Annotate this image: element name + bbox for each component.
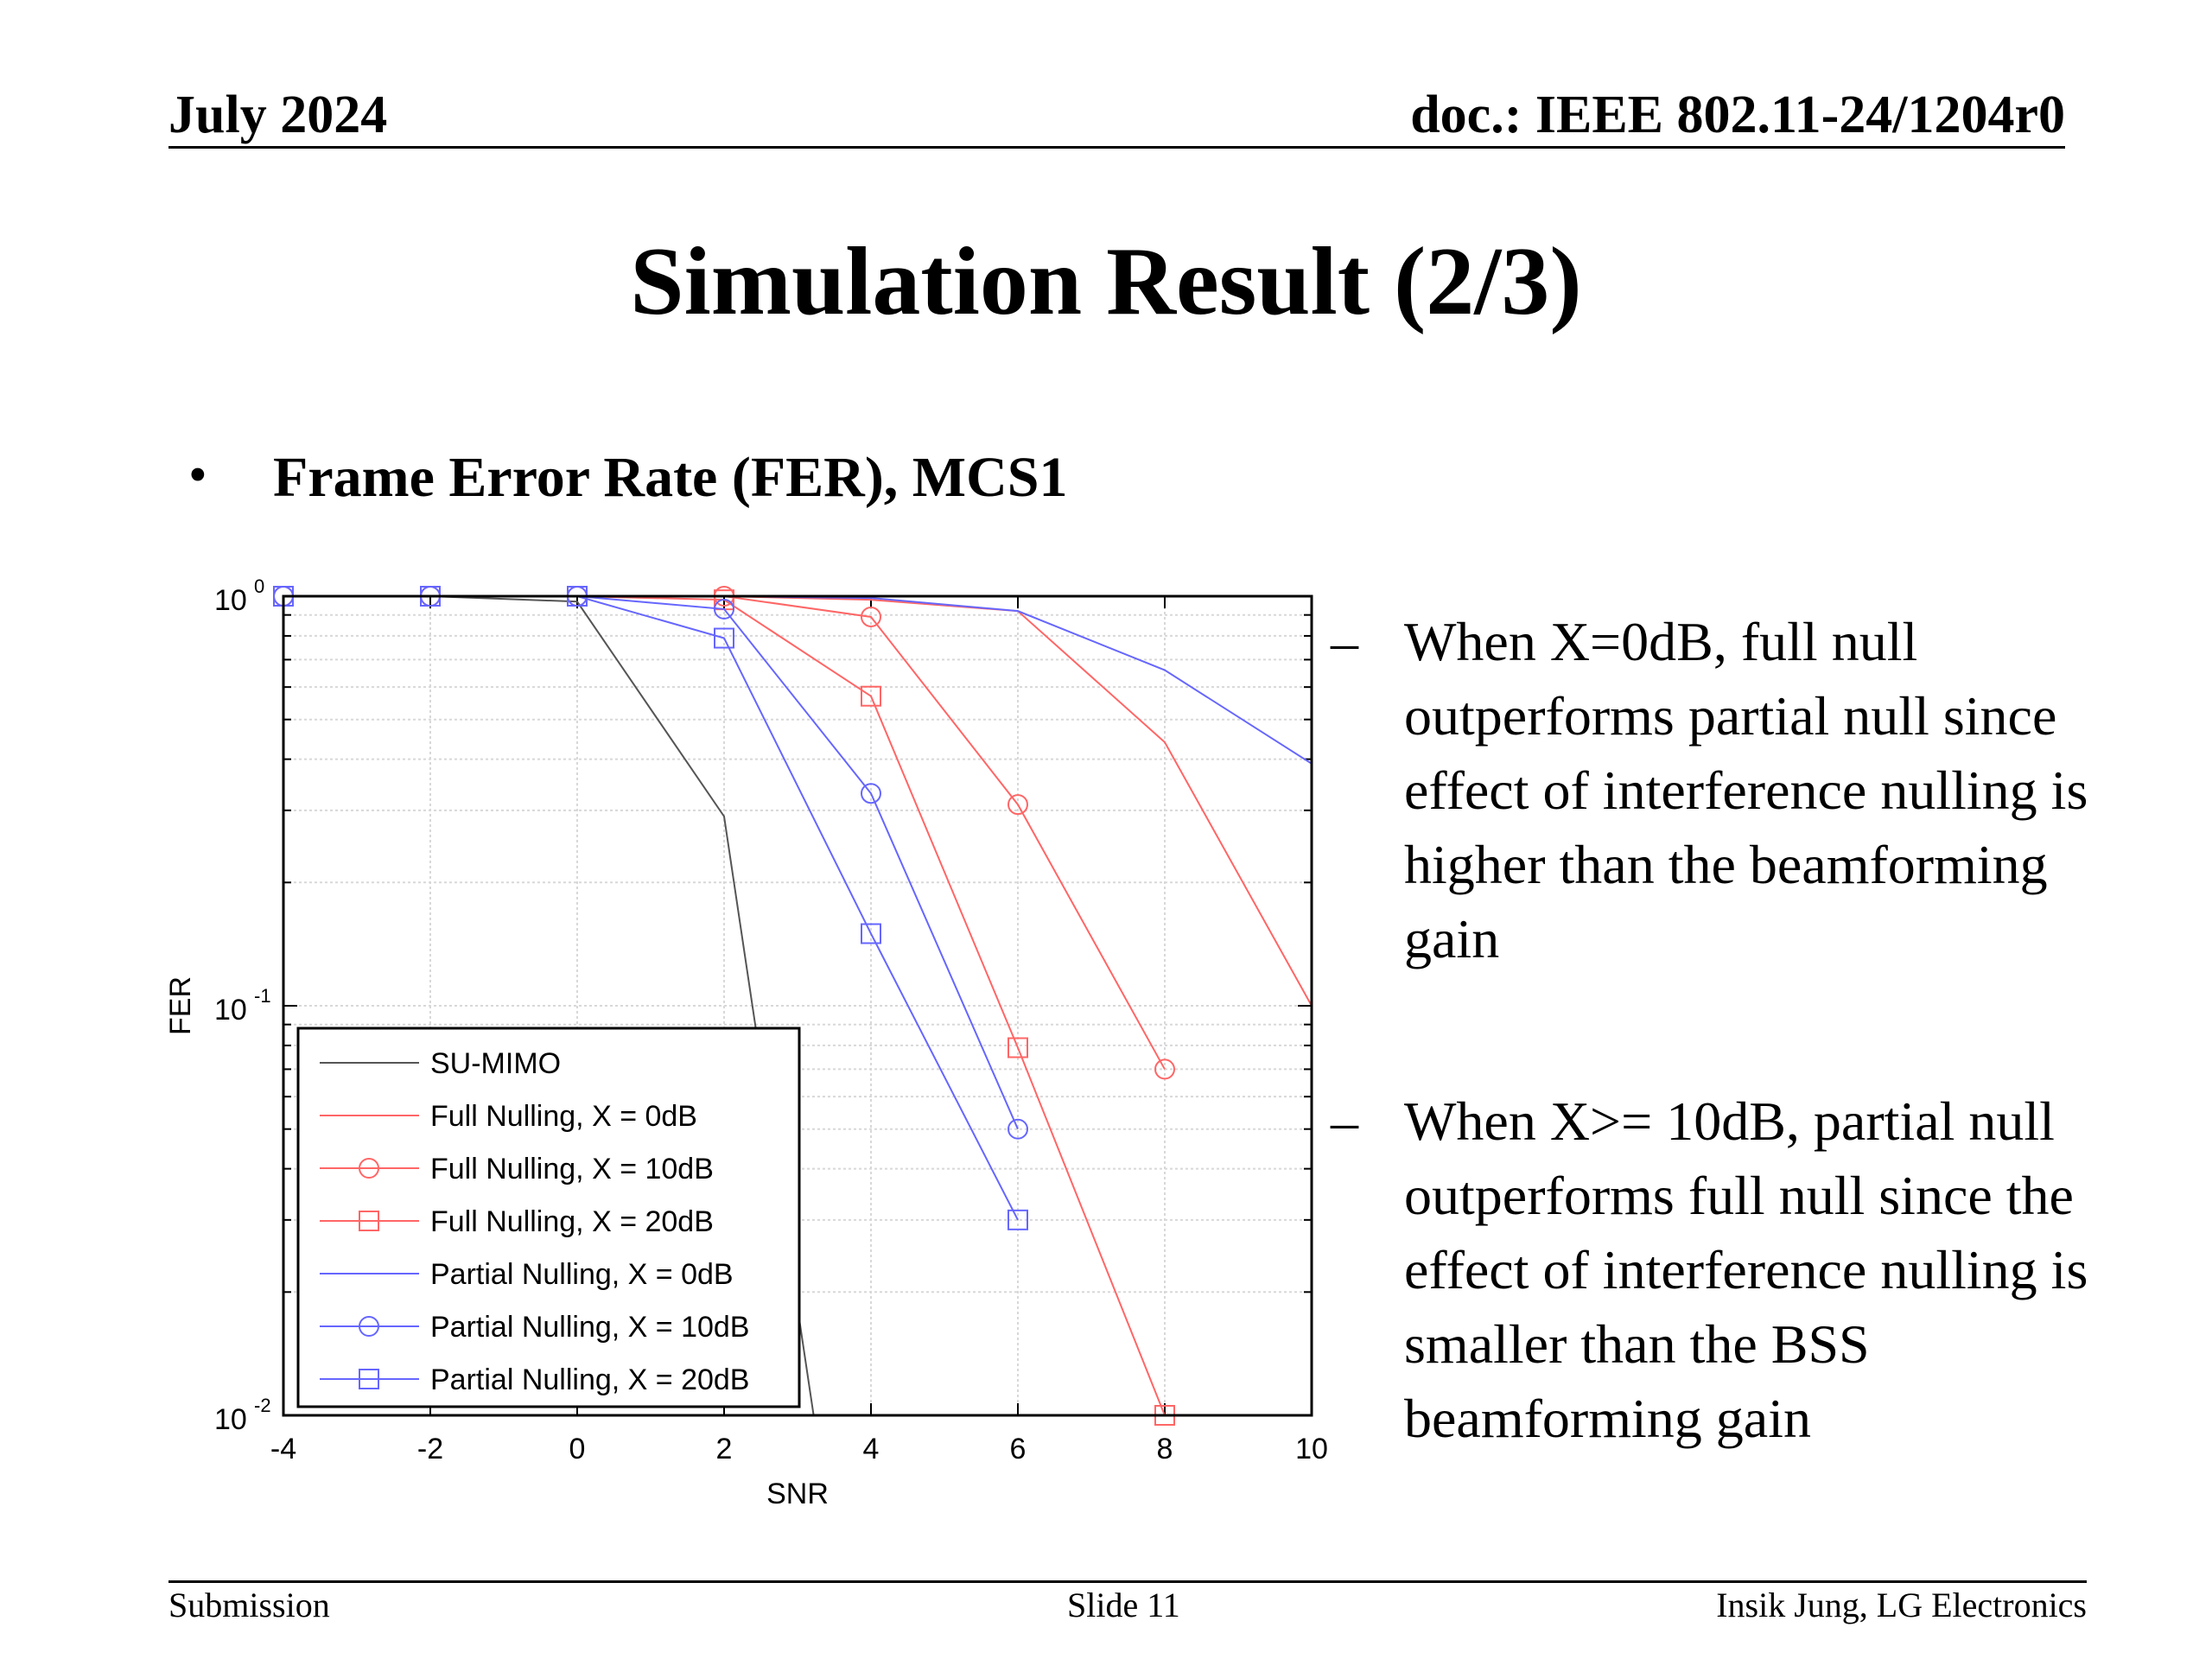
bullet-marker: •: [188, 446, 207, 505]
footer-submission: Submission: [168, 1586, 330, 1624]
note-1-line: effect of interference nulling is: [1404, 760, 2088, 821]
series-marker-circle: [714, 598, 734, 620]
legend-entry: Full Nulling, X = 0dB: [430, 1100, 697, 1133]
series-marker-square: [861, 685, 881, 707]
series-marker-circle: [1154, 1058, 1175, 1080]
y-tick-exponent: -1: [254, 985, 271, 1007]
legend-entry: SU-MIMO: [430, 1047, 561, 1080]
slide-title: Simulation Result (2/3): [630, 228, 1582, 335]
x-tick-label: -4: [270, 1433, 296, 1465]
header-doc-id: doc.: IEEE 802.11-24/1204r0: [1410, 86, 2065, 144]
legend-entry: Partial Nulling, X = 0dB: [430, 1258, 734, 1291]
note-1-dash: –: [1331, 611, 1358, 672]
note-2-line: outperforms full null since the: [1404, 1165, 2074, 1226]
series-line: [283, 596, 1166, 1070]
y-tick-exponent: 0: [254, 575, 264, 597]
note-1: When X=0dB, full null outperforms partia…: [1404, 605, 2199, 976]
y-axis-label: FER: [164, 976, 197, 1035]
series-marker-square: [861, 923, 881, 944]
note-1-line: gain: [1404, 908, 1500, 969]
series-line: [283, 596, 1019, 1130]
series-line: [283, 596, 1019, 1221]
footer-author: Insik Jung, LG Electronics: [1716, 1586, 2087, 1624]
note-1-line: When X=0dB, full null: [1404, 611, 1918, 672]
note-2-line: When X>= 10dB, partial null: [1404, 1090, 2055, 1152]
series-marker-circle: [1007, 794, 1028, 816]
x-tick-label: 4: [863, 1433, 880, 1465]
y-tick-exponent: -2: [254, 1395, 271, 1416]
series-marker-square: [1007, 1209, 1028, 1230]
note-2-line: beamforming gain: [1404, 1388, 1811, 1449]
x-tick-label: 2: [716, 1433, 733, 1465]
note-1-line: outperforms partial null since: [1404, 685, 2057, 747]
bullet-text: Frame Error Rate (FER), MCS1: [273, 446, 1068, 509]
x-axis-label: SNR: [766, 1478, 829, 1510]
x-tick-label: 0: [569, 1433, 586, 1465]
note-2-line: effect of interference nulling is: [1404, 1239, 2088, 1300]
footer-rule: [168, 1580, 2087, 1583]
y-tick-label: 10: [214, 994, 247, 1027]
legend-entry: Partial Nulling, X = 20dB: [430, 1363, 749, 1396]
series-marker-circle: [861, 606, 881, 627]
note-1-line: higher than the beamforming: [1404, 834, 2048, 895]
series-marker-square: [1007, 1037, 1028, 1058]
x-tick-label: -2: [417, 1433, 443, 1465]
x-tick-label: 8: [1157, 1433, 1173, 1465]
plot-frame: [282, 594, 1313, 1417]
x-tick-label: 10: [1295, 1433, 1328, 1465]
footer-slide-number: Slide 11: [1067, 1586, 1180, 1624]
series-marker-square: [714, 627, 734, 649]
note-2-dash: –: [1331, 1090, 1358, 1152]
series-marker-circle: [861, 783, 881, 804]
legend-swatch-marker: [359, 1316, 379, 1337]
y-tick-label: 10: [214, 1403, 247, 1436]
header-rule: [168, 146, 2065, 149]
series-marker-circle: [1007, 1118, 1028, 1140]
legend-box: [296, 1027, 801, 1408]
legend-swatch-marker: [359, 1158, 379, 1179]
legend-swatch-marker: [359, 1211, 379, 1231]
series-line: [283, 596, 1312, 1007]
header-date: July 2024: [168, 86, 388, 144]
note-2: When X>= 10dB, partial null outperforms …: [1404, 1084, 2199, 1456]
x-tick-label: 6: [1010, 1433, 1027, 1465]
legend-entry: Full Nulling, X = 10dB: [430, 1153, 714, 1185]
note-2-line: smaller than the BSS: [1404, 1313, 1870, 1375]
y-tick-label: 10: [214, 584, 247, 617]
legend-entry: Partial Nulling, X = 10dB: [430, 1311, 749, 1344]
legend-entry: Full Nulling, X = 20dB: [430, 1205, 714, 1238]
legend-swatch-marker: [359, 1369, 379, 1389]
